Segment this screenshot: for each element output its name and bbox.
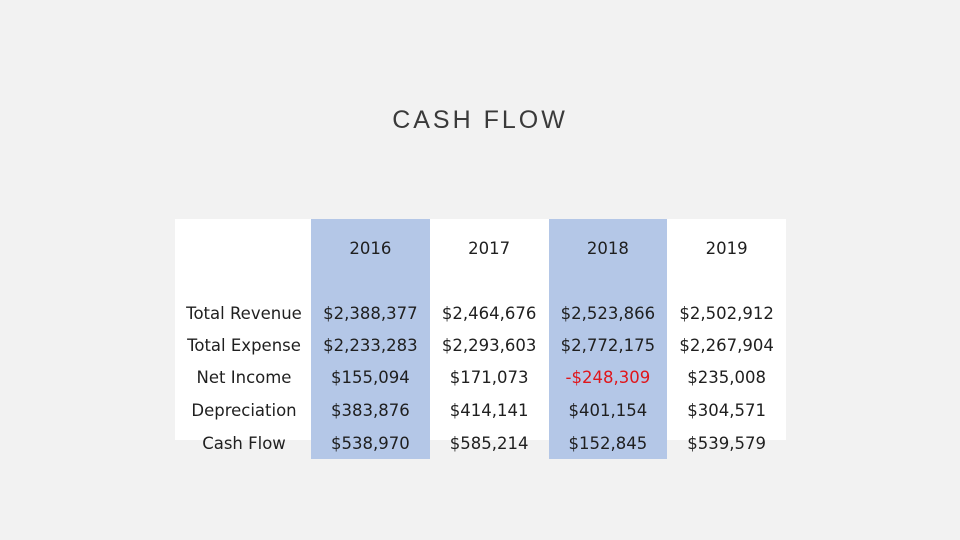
slide-title: CASH FLOW — [392, 106, 568, 134]
cell-cash-flow-2016: $538,970 — [311, 426, 430, 460]
table-row-total-revenue: Total Revenue $2,388,377 $2,464,676 $2,5… — [175, 277, 786, 329]
cell-total-expense-2016: $2,233,283 — [311, 329, 430, 362]
cell-depreciation-2018: $401,154 — [548, 394, 668, 427]
row-label-total-expense: Total Expense — [187, 335, 301, 355]
cash-flow-table-container: 2016 2017 2018 2019 Total Revenue $2,388… — [175, 219, 786, 460]
cell-total-revenue-2016: $2,388,377 — [311, 277, 430, 329]
cell-total-revenue-2019: $2,502,912 — [679, 303, 774, 323]
header-year-2018: 2018 — [548, 219, 668, 277]
cell-total-expense-2018: $2,772,175 — [548, 329, 668, 362]
cell-cash-flow-2018: $152,845 — [548, 426, 668, 460]
row-label-total-revenue: Total Revenue — [186, 303, 302, 323]
cell-total-expense-2019: $2,267,904 — [679, 335, 774, 355]
cell-depreciation-2019: $304,571 — [687, 400, 766, 420]
cell-net-income-2016: $155,094 — [311, 361, 430, 395]
header-year-2017: 2017 — [468, 238, 511, 258]
cell-total-revenue-2018: $2,523,866 — [548, 277, 668, 329]
table-header-row: 2016 2017 2018 2019 — [175, 219, 786, 277]
cell-net-income-2017: $171,073 — [449, 368, 529, 388]
cell-cash-flow-2019: $539,579 — [687, 433, 766, 453]
cell-net-income-2019: $235,008 — [687, 368, 766, 388]
cell-net-income-2018-negative: -$248,309 — [548, 361, 668, 395]
cell-cash-flow-2017: $585,214 — [449, 433, 529, 453]
cell-depreciation-2017: $414,141 — [449, 400, 529, 420]
cell-total-revenue-2017: $2,464,676 — [441, 303, 537, 323]
table-row-net-income: Net Income $155,094 $171,073 -$248,309 $… — [175, 361, 786, 395]
cell-total-expense-2017: $2,293,603 — [441, 335, 537, 355]
row-label-depreciation: Depreciation — [191, 400, 297, 420]
cash-flow-table: 2016 2017 2018 2019 Total Revenue $2,388… — [175, 219, 786, 460]
header-year-2019: 2019 — [705, 238, 748, 258]
row-label-cash-flow: Cash Flow — [202, 433, 286, 453]
cell-depreciation-2016: $383,876 — [311, 394, 430, 427]
row-label-net-income: Net Income — [196, 368, 292, 388]
table-row-cash-flow: Cash Flow $538,970 $585,214 $152,845 $53… — [175, 426, 786, 460]
header-year-2016: 2016 — [311, 219, 430, 277]
table-row-depreciation: Depreciation $383,876 $414,141 $401,154 … — [175, 394, 786, 427]
header-corner-cell — [175, 219, 311, 277]
table-row-total-expense: Total Expense $2,233,283 $2,293,603 $2,7… — [175, 329, 786, 362]
